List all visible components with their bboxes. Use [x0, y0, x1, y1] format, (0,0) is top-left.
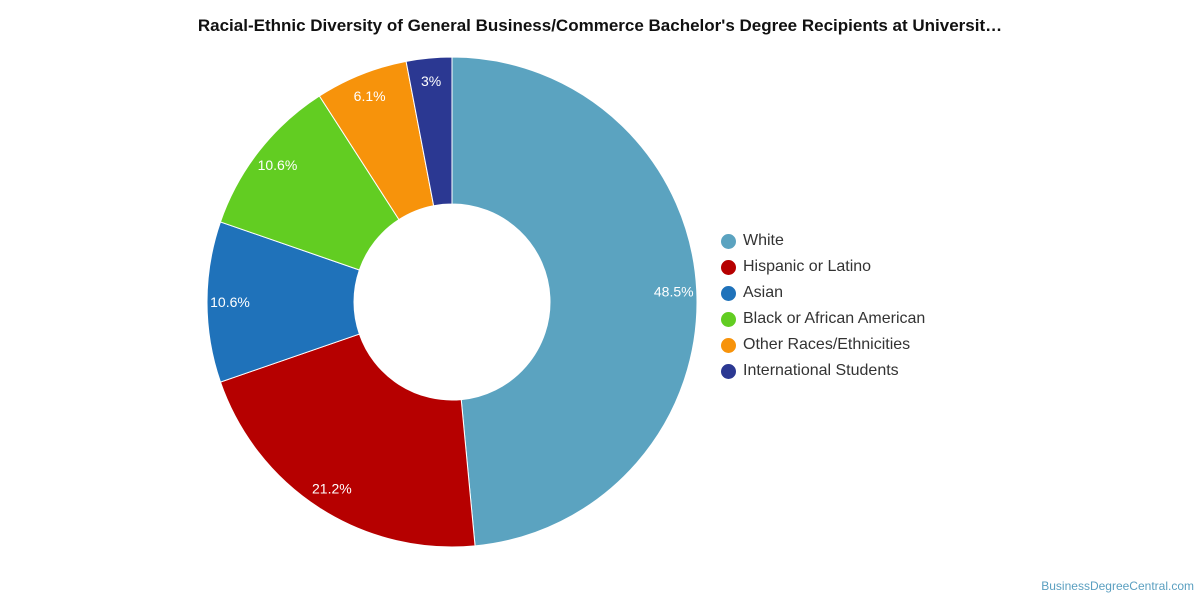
legend-label: International Students — [743, 362, 899, 379]
legend-item-asian[interactable]: Asian — [721, 280, 1021, 306]
legend-swatch-icon — [721, 337, 736, 353]
legend-item-other-races-ethnicities[interactable]: Other Races/Ethnicities — [721, 332, 1021, 358]
legend-item-international-students[interactable]: International Students — [721, 358, 1021, 384]
legend-swatch-icon — [721, 259, 736, 275]
legend-item-white[interactable]: White — [721, 228, 1021, 254]
slice-label-hispanic-or-latino: 21.2% — [312, 481, 352, 497]
slice-hispanic-or-latino[interactable] — [219, 333, 476, 548]
legend-item-black-or-african-american[interactable]: Black or African American — [721, 306, 1021, 332]
legend-label: Black or African American — [743, 310, 926, 327]
slice-international-students[interactable] — [405, 56, 453, 207]
slice-asian[interactable] — [206, 221, 361, 383]
legend-item-hispanic-or-latino[interactable]: Hispanic or Latino — [721, 254, 1021, 280]
legend-swatch-icon — [721, 363, 736, 379]
slice-label-international-students: 3% — [421, 73, 441, 89]
legend-swatch-icon — [721, 311, 736, 327]
chart-title: Racial-Ethnic Diversity of General Busin… — [197, 16, 1003, 35]
legend-label: White — [743, 232, 784, 249]
slice-black-or-african-american[interactable] — [219, 95, 400, 271]
legend-swatch-icon — [721, 233, 736, 249]
slice-label-asian: 10.6% — [210, 294, 250, 310]
legend-label: Asian — [743, 284, 784, 301]
slice-white[interactable] — [451, 56, 698, 547]
slice-label-white: 48.5% — [654, 284, 694, 300]
slice-label-black-or-african-american: 10.6% — [258, 157, 298, 173]
legend-label: Hispanic or Latino — [743, 258, 872, 275]
legend-label: Other Races/Ethnicities — [743, 336, 911, 353]
legend-swatch-icon — [721, 285, 736, 301]
chart-legend: White Hispanic or Latino Asian Black or Afr… — [721, 228, 1021, 384]
slice-label-other-races-ethnicities: 6.1% — [354, 88, 386, 104]
source-watermark[interactable]: BusinessDegreeCentral.com — [1041, 579, 1194, 593]
